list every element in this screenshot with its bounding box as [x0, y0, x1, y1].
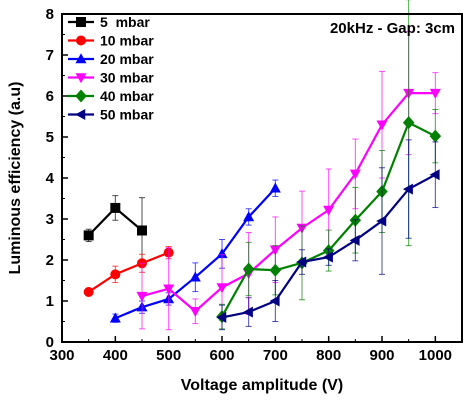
legend-item: 50 mbar — [68, 107, 154, 123]
data-point — [402, 116, 415, 130]
data-point — [349, 169, 361, 180]
series — [216, 139, 440, 331]
data-point — [136, 291, 148, 302]
legend-label: 5 mbar — [100, 14, 150, 30]
data-point — [75, 53, 87, 64]
legend: 5 mbar 10 mbar 20 mbar 30 mbar 40 mbar 50 mba… — [68, 14, 154, 123]
data-point — [216, 283, 228, 294]
chart-annotation: 20kHz - Gap: 3cm — [330, 20, 455, 37]
data-point — [269, 263, 282, 277]
legend-label: 10 mbar — [100, 33, 154, 49]
data-point — [243, 211, 255, 222]
data-point — [163, 284, 175, 295]
data-point — [349, 234, 360, 246]
legend-item: 5 mbar — [68, 14, 150, 30]
y-tick-label: 3 — [46, 211, 54, 228]
x-tick-label: 600 — [209, 347, 234, 364]
legend-item: 10 mbar — [68, 33, 154, 49]
series — [83, 195, 147, 264]
data-point — [75, 89, 87, 103]
x-tick-label: 300 — [49, 347, 74, 364]
data-point — [109, 312, 121, 323]
plot-frame — [61, 13, 463, 343]
data-point — [110, 202, 121, 213]
data-point — [269, 182, 281, 193]
legend-label: 30 mbar — [100, 70, 154, 86]
y-tick-label: 5 — [46, 129, 54, 146]
series — [216, 0, 442, 330]
legend-label: 20 mbar — [100, 51, 154, 67]
x-tick-label: 900 — [369, 347, 394, 364]
series — [136, 31, 441, 331]
legend-item: 40 mbar — [68, 88, 154, 104]
series-line — [141, 92, 436, 313]
data-point — [137, 225, 147, 236]
data-point — [376, 120, 388, 131]
y-tick-label: 2 — [46, 252, 54, 269]
x-tick-label: 500 — [156, 347, 181, 364]
legend-item: 20 mbar — [68, 51, 154, 67]
data-point — [216, 311, 227, 323]
y-tick-label: 1 — [46, 293, 54, 310]
data-point — [75, 73, 87, 84]
data-point — [429, 88, 441, 99]
x-tick-label: 800 — [316, 347, 341, 364]
data-point — [242, 306, 253, 318]
data-point — [429, 169, 440, 181]
data-point — [76, 17, 86, 27]
x-tick-label: 700 — [263, 347, 288, 364]
x-axis-title: Voltage amplitude (V) — [181, 377, 343, 394]
data-point — [83, 286, 94, 297]
data-point — [189, 307, 201, 317]
y-tick-label: 7 — [46, 47, 54, 64]
legend-label: 40 mbar — [100, 88, 154, 104]
data-point — [216, 248, 228, 259]
data-point — [242, 262, 255, 276]
data-point — [322, 251, 333, 263]
data-point — [323, 205, 335, 216]
y-axis-title: Luminous efficiency (a.u) — [7, 82, 24, 275]
data-point — [110, 269, 121, 280]
data-point — [429, 129, 442, 143]
x-tick-label: 1000 — [419, 347, 452, 364]
y-tick-label: 8 — [46, 6, 54, 23]
legend-label: 50 mbar — [100, 107, 154, 123]
series-line — [88, 251, 170, 293]
legend-item: 30 mbar — [68, 70, 154, 86]
data-point — [76, 35, 86, 46]
data-point — [296, 256, 307, 268]
x-tick-label: 400 — [103, 347, 128, 364]
data-point — [189, 271, 201, 282]
data-point — [83, 230, 94, 241]
data-point — [75, 109, 86, 120]
data-point — [402, 183, 413, 195]
y-tick-label: 6 — [46, 88, 54, 105]
data-point — [269, 295, 280, 307]
y-tick-label: 0 — [46, 334, 54, 351]
series-layer — [83, 0, 442, 331]
y-tick-label: 4 — [46, 170, 55, 187]
data-point — [376, 215, 387, 227]
series — [83, 245, 174, 297]
